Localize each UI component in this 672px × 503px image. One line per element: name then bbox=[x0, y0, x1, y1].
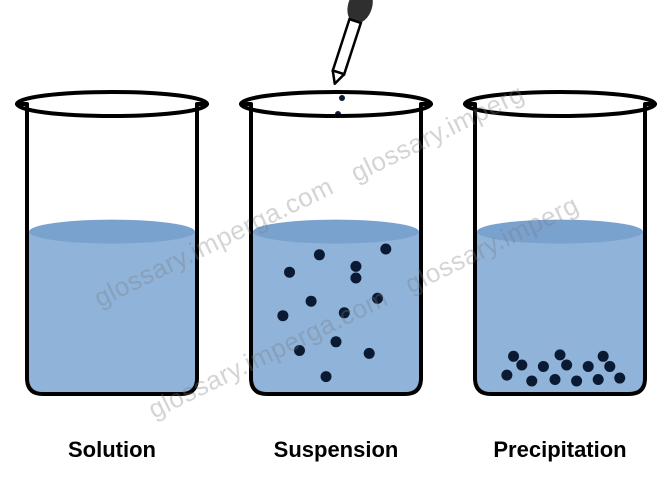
particle bbox=[321, 371, 332, 382]
particle bbox=[339, 307, 350, 318]
particle bbox=[350, 261, 361, 272]
particle bbox=[571, 375, 582, 386]
particle bbox=[314, 249, 325, 260]
beaker-group: Suspension bbox=[239, 0, 433, 463]
beaker-group: Precipitation bbox=[463, 0, 657, 463]
particle bbox=[508, 351, 519, 362]
particle bbox=[555, 349, 566, 360]
beaker-rim bbox=[465, 92, 655, 116]
liquid bbox=[253, 232, 419, 392]
particle bbox=[294, 345, 305, 356]
liquid-surface bbox=[477, 220, 643, 244]
particle bbox=[598, 351, 609, 362]
particle bbox=[277, 310, 288, 321]
particle bbox=[364, 348, 375, 359]
beaker bbox=[463, 0, 657, 415]
particle bbox=[550, 374, 561, 385]
particle bbox=[561, 360, 572, 371]
dropper-icon bbox=[323, 0, 377, 88]
particle bbox=[372, 293, 383, 304]
beaker-svg bbox=[15, 0, 209, 410]
particle bbox=[350, 273, 361, 284]
drop-icon bbox=[339, 95, 345, 101]
particle bbox=[538, 361, 549, 372]
beaker-rim bbox=[17, 92, 207, 116]
particle bbox=[583, 361, 594, 372]
particle bbox=[593, 374, 604, 385]
particle bbox=[380, 244, 391, 255]
beaker bbox=[15, 0, 209, 415]
particle bbox=[331, 336, 342, 347]
liquid-surface bbox=[253, 220, 419, 244]
particle bbox=[516, 360, 527, 371]
beaker-label: Precipitation bbox=[493, 437, 626, 463]
beaker-label: Solution bbox=[68, 437, 156, 463]
liquid bbox=[477, 232, 643, 392]
particle bbox=[306, 296, 317, 307]
particle bbox=[284, 267, 295, 278]
beaker-svg bbox=[239, 0, 433, 410]
particle bbox=[501, 370, 512, 381]
particle bbox=[614, 373, 625, 384]
diagram-stage: Solution Suspension Precipitation bbox=[0, 40, 672, 463]
beaker-svg bbox=[463, 0, 657, 410]
liquid-surface bbox=[29, 220, 195, 244]
particle bbox=[604, 361, 615, 372]
beaker-group: Solution bbox=[15, 0, 209, 463]
beaker bbox=[239, 0, 433, 415]
beaker-label: Suspension bbox=[274, 437, 399, 463]
particle bbox=[526, 375, 537, 386]
liquid bbox=[29, 232, 195, 392]
